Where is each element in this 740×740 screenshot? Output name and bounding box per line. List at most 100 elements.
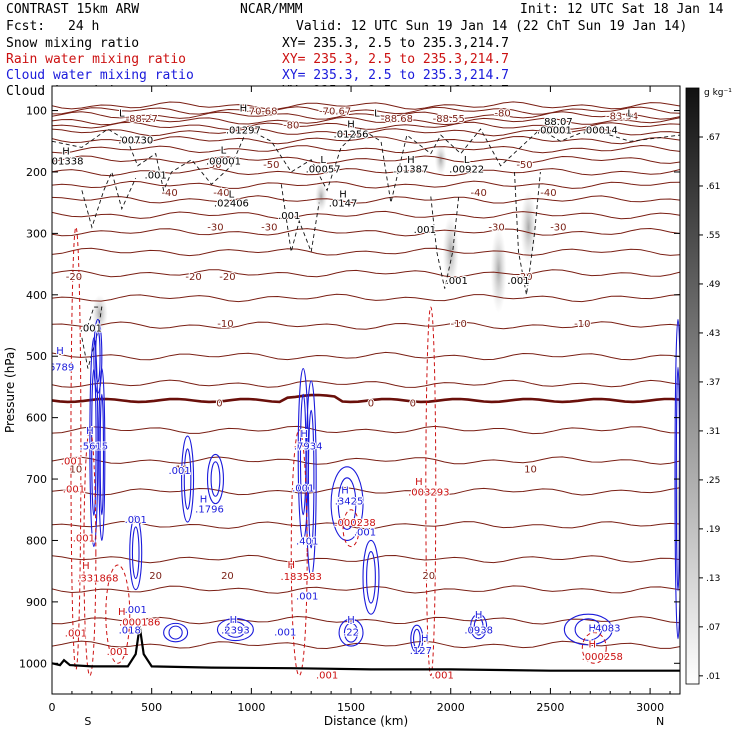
cloud-water-label: .5615 <box>80 441 109 452</box>
rain-label: .331868 <box>77 573 118 584</box>
cloud-water-contour <box>129 515 143 591</box>
y-tick-label: 300 <box>26 227 47 240</box>
cloud-water-contour <box>473 617 484 636</box>
cloud-water-label: .0938 <box>464 626 493 637</box>
cloud-water-labels: H.6789H.5615.001.001H.1796.001H.7934.401… <box>46 345 622 658</box>
cloud-water-label: .401 <box>296 536 318 547</box>
rain-label: H <box>118 607 126 618</box>
snow-ice-contour-line <box>52 128 680 203</box>
cloud-water-label: H <box>230 615 238 626</box>
snow-ice-label: 88.07 <box>544 117 573 128</box>
cloud-water-label: H <box>200 495 208 506</box>
terrain-line <box>52 626 680 672</box>
cloud-water-contour <box>95 329 101 383</box>
temperature-contour-line <box>52 425 680 435</box>
temperature-contour-line <box>52 210 680 220</box>
header-model: CONTRAST 15km ARW <box>6 2 139 17</box>
colorbar-scale <box>685 87 700 685</box>
cloud-water-label: H <box>341 485 349 496</box>
temperature-contour-line <box>52 456 680 465</box>
temperature-contour-line <box>52 180 680 189</box>
header-valid: Valid: 12 UTC Sun 19 Jan 14 (22 ChT Sun … <box>296 19 687 34</box>
colorbar: g kg⁻¹ .01 .07 .13 .19 .25 .31 .37 .43 .49 .55 .61… <box>685 87 732 685</box>
header-fcst-value: 24 h <box>68 19 99 34</box>
cloud-water-contour <box>366 550 376 604</box>
rain-label: .000238 <box>334 518 375 529</box>
cloud-water-label: .6789 <box>46 363 75 374</box>
temperature-labels: -80 -70.68 -70.67 -88.27 -88.68 -88.55 -83.94 -… <box>65 106 640 583</box>
temperature-contour-line <box>52 121 680 131</box>
snow-ice-label: .01338 <box>48 156 83 167</box>
snow-ice-label: L <box>119 108 125 119</box>
snow-ice-label: .01256 <box>334 129 369 140</box>
cloud-water-contour <box>574 618 603 641</box>
temperature-contour-label: 20 <box>221 571 234 582</box>
colorbar-tick-label: .55 <box>706 231 720 241</box>
snow-ice-label: .0147 <box>329 199 358 210</box>
colorbar-tick-label: .31 <box>706 427 720 437</box>
rain-label: H <box>415 477 423 488</box>
snow-ice-label: .00014 <box>583 126 618 137</box>
snow-ice-label: L <box>320 155 326 166</box>
x-tick-label: 2000 <box>437 701 465 714</box>
rain-label: .000258 <box>582 652 623 663</box>
temperature-contour-line <box>52 554 680 564</box>
cloud-water-label: H <box>300 429 308 440</box>
temperature-contour-line <box>52 247 680 257</box>
snow-ice-contour-line <box>514 171 541 295</box>
temperature-contour-label: -30 <box>550 223 566 234</box>
temperature-contour-line <box>52 351 680 361</box>
cloud-water-contour <box>337 477 357 530</box>
y-axis-label: Pressure (hPa) <box>3 347 17 433</box>
snow-ice-contour-line <box>280 184 320 254</box>
cloud-water-contour <box>305 380 317 578</box>
rain-label: .001 <box>73 533 95 544</box>
cloud-water-contour <box>131 526 140 580</box>
temperature-contour-label: -70.68 <box>245 107 277 118</box>
colorbar-tick-label: .43 <box>706 329 720 339</box>
snow-shading-blob <box>434 144 447 176</box>
cloud-water-label: .001 <box>296 592 318 603</box>
y-tick-label: 500 <box>26 350 47 363</box>
snow-ice-label: .00057 <box>306 164 341 175</box>
colorbar-tick-label: .07 <box>706 623 720 633</box>
temperature-contour-label: 10 <box>524 465 537 476</box>
cloud-water-contour <box>563 613 613 646</box>
rain-contour <box>342 509 360 548</box>
header-fcst-label: Fcst: <box>6 19 45 34</box>
temperature-contour-line <box>52 487 680 496</box>
x-tick-label: 3000 <box>636 701 664 714</box>
snow-ice-contour-line <box>430 196 460 289</box>
cloud-water-label: H <box>421 633 429 644</box>
cloud-water-contour <box>210 461 221 497</box>
cloud-water-contour <box>343 622 359 643</box>
rain-contour <box>105 564 131 664</box>
temperature-contour-line <box>52 144 680 154</box>
y-tick-label: 100 <box>26 105 47 118</box>
cloud-water-contour <box>168 625 183 640</box>
temperature-contour-line <box>52 293 680 303</box>
cloud-water-label: .4083 <box>592 624 621 635</box>
rain-label: H <box>589 640 597 651</box>
snow-ice-label: H <box>339 189 347 200</box>
rain-label: H <box>287 560 295 571</box>
y-tick-label: 700 <box>26 473 47 486</box>
plot-frame <box>51 85 681 695</box>
rain-contours <box>70 226 607 677</box>
header-init: Init: 12 UTC Sat 18 Jan 14 <box>520 2 724 17</box>
legend-xy: XY= 235.3, 2.5 to 235.3,214.7 <box>282 52 509 67</box>
cloud-water-label: .001 <box>168 466 190 477</box>
legend-xy: XY= 235.3, 2.5 to 235.3,214.7 <box>282 68 509 83</box>
snow-ice-label: .001 <box>507 276 529 287</box>
cloud-water-label: .2393 <box>221 626 250 637</box>
colorbar-tick-label: .01 <box>706 672 720 682</box>
snow-ice-label: .00922 <box>449 164 484 175</box>
temperature-contour-label: 0 <box>216 398 222 409</box>
colorbar-tick-label: .25 <box>706 476 720 486</box>
snow-shading-blob <box>490 227 507 314</box>
rain-contour <box>70 226 82 670</box>
temperature-contour-line <box>52 106 680 115</box>
